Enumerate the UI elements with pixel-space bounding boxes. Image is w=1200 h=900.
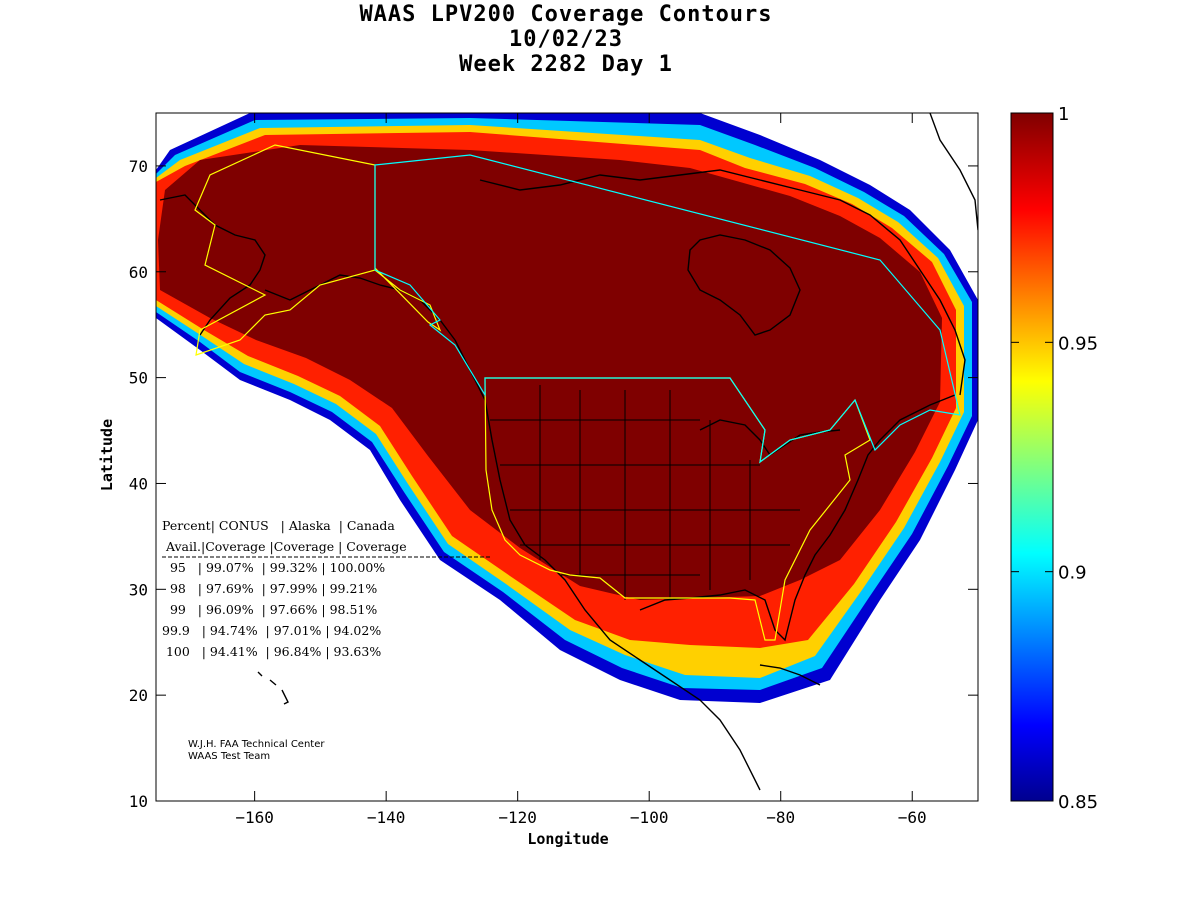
y-tick-label: 40 [129, 474, 148, 493]
credit-line-2: WAAS Test Team [188, 751, 270, 762]
table-header-1: Percent| CONUS | Alaska | Canada [162, 518, 395, 533]
canada-service-boundary [374, 154, 961, 464]
x-tick-label: −160 [235, 808, 274, 827]
coastline-greenland [929, 113, 978, 231]
colorbar-tick-label: 0.95 [1058, 333, 1098, 354]
table-row: 95 | 99.07% | 99.32% | 100.00% [162, 560, 385, 575]
y-tick-label: 20 [129, 686, 148, 705]
y-tick-label: 70 [129, 157, 148, 176]
chart-title: WAAS LPV200 Coverage Contours [359, 2, 773, 27]
y-tick-label: 60 [129, 263, 148, 282]
colorbar-tick-label: 1 [1058, 104, 1069, 125]
y-tick-label: 30 [129, 580, 148, 599]
y-axis-label: Latitude [98, 419, 116, 491]
state-borders [490, 385, 800, 600]
plot-frame [155, 112, 979, 802]
state-lines-vertical [539, 385, 751, 600]
credit-line-1: W.J.H. FAA Technical Center [188, 739, 325, 750]
service-boundaries [194, 144, 961, 641]
coastline-arctic [479, 169, 966, 396]
table-header-2: Avail.|Coverage |Coverage | Coverage [162, 539, 407, 554]
x-axis-label: Longitude [527, 830, 608, 848]
table-row: 99.9 | 94.74% | 97.01% | 94.02% [162, 623, 381, 638]
colorbar-tick-label: 0.85 [1058, 792, 1098, 813]
x-tick-label: −140 [367, 808, 406, 827]
y-tick-label: 10 [129, 792, 148, 811]
coastline-hawaii [257, 671, 289, 705]
coastline-gulf [639, 394, 956, 642]
coastline-pacific [454, 339, 761, 791]
x-tick-label: −60 [898, 808, 927, 827]
alaska-service-boundary [194, 144, 442, 356]
coastline-hudson-bay [687, 234, 801, 336]
colorbar-ticks: 1 0.95 0.9 0.85 [1011, 104, 1098, 813]
x-tick-label: −120 [498, 808, 537, 827]
x-tick-label: −100 [630, 808, 669, 827]
chart-date: 10/02/23 [509, 27, 623, 52]
table-row: 100 | 94.41% | 96.84% | 93.63% [162, 644, 381, 659]
state-lines-horizontal [490, 419, 800, 576]
x-tick-label: −80 [766, 808, 795, 827]
table-row: 98 | 97.69% | 97.99% | 99.21% [162, 581, 377, 596]
colorbar [1010, 112, 1054, 802]
coverage-table: Percent| CONUS | Alaska | Canada Avail.|… [162, 518, 490, 659]
x-axis-ticks: −160 −140 −120 −100 −80 −60 [235, 113, 927, 827]
coverage-layers [156, 113, 978, 791]
chart-week-day: Week 2282 Day 1 [459, 52, 673, 77]
coastline-alaska [159, 194, 456, 341]
y-tick-label: 50 [129, 369, 148, 388]
coverage-contour-100 [158, 145, 942, 600]
colorbar-tick-label: 0.9 [1058, 563, 1087, 584]
coastline-cuba [759, 664, 821, 686]
y-axis-ticks: 10 20 30 40 50 60 70 [129, 157, 978, 811]
table-row: 99 | 96.09% | 97.66% | 98.51% [162, 602, 377, 617]
